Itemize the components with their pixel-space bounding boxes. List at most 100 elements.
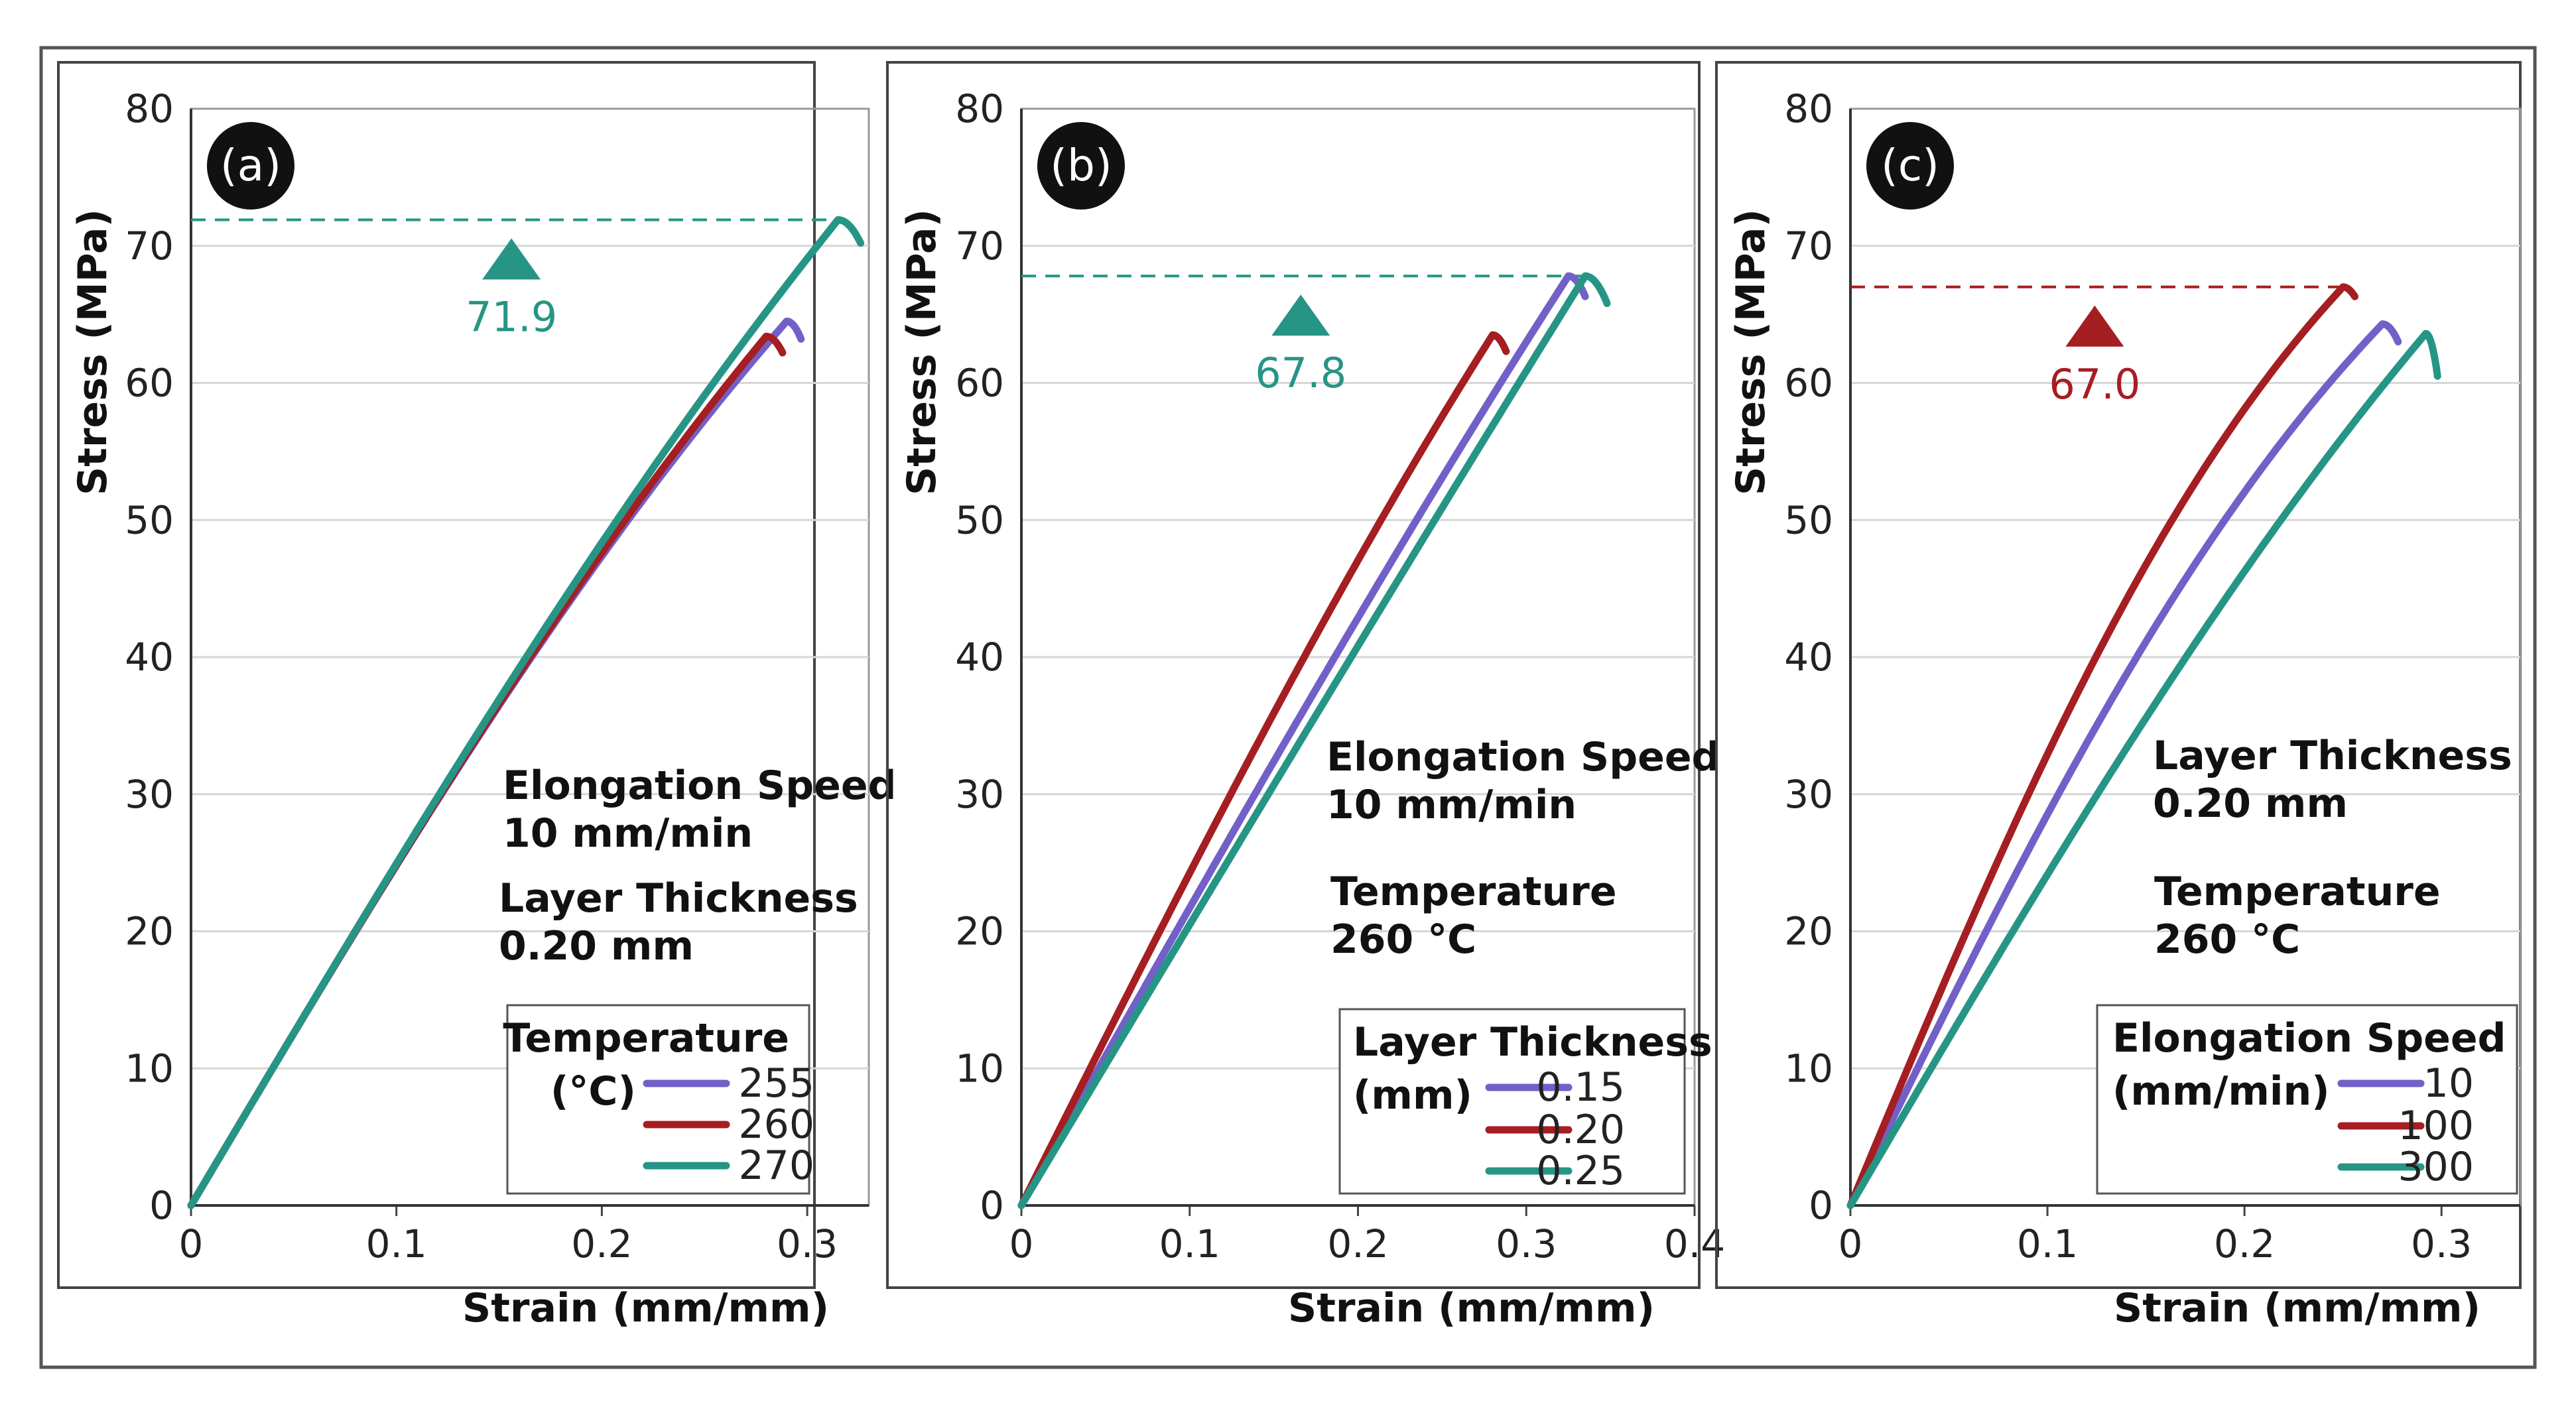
y-tick-label: 40 — [955, 635, 1004, 680]
y-tick-label: 10 — [1784, 1046, 1833, 1091]
y-axis-title: Stress (MPa) — [899, 209, 945, 495]
y-tick-label: 0 — [980, 1183, 1004, 1228]
x-tick-label: 0.3 — [2411, 1221, 2472, 1266]
x-axis-title: Strain (mm/mm) — [462, 1285, 829, 1331]
panel-frame — [57, 61, 816, 1289]
y-tick-label: 70 — [125, 223, 174, 269]
panels: 0 10 20 30 40 50 60 70 80 0 0.1 0.2 0.3 Stress (MPa) S… — [57, 61, 2522, 1331]
y-tick-label: 20 — [955, 909, 1004, 954]
legend-title-unit: (mm) — [1353, 1072, 1472, 1119]
y-tick-label: 70 — [1784, 223, 1833, 269]
x-tick-label: 0.2 — [1327, 1221, 1388, 1266]
y-tick-label: 30 — [125, 772, 174, 817]
y-tick-label: 60 — [125, 361, 174, 406]
x-tick-label: 0.1 — [1159, 1221, 1220, 1266]
annotation-text: 0.20 mm — [2153, 780, 2348, 827]
x-tick-label: 0.3 — [777, 1221, 838, 1266]
annotation-text: Layer Thickness — [2153, 733, 2512, 779]
annotation-text: 260 °C — [2154, 916, 2300, 963]
series-line-270 — [187, 216, 865, 1209]
legend-entry-label: 100 — [2398, 1103, 2474, 1149]
series-line-100 — [1846, 283, 2358, 1209]
annotation-text: Elongation Speed — [503, 763, 897, 809]
series-line-0-25 — [1017, 272, 1611, 1209]
y-tick-label: 30 — [955, 772, 1004, 817]
series-line-0-15 — [1017, 272, 1589, 1209]
x-axis-title: Strain (mm/mm) — [1288, 1285, 1655, 1331]
peak-value-label: 71.9 — [466, 292, 557, 341]
annotation-text: Elongation Speed — [1326, 734, 1720, 780]
panel-frame — [886, 61, 1701, 1289]
x-tick-label: 0.1 — [2017, 1221, 2078, 1266]
x-tick-label: 0 — [179, 1221, 204, 1266]
peak-value-label: 67.8 — [1255, 349, 1346, 397]
series-line-10 — [1846, 320, 2402, 1209]
peak-marker-triangle — [1271, 294, 1330, 336]
panel-b: 0 10 20 30 40 50 60 70 80 0 0.1 0.2 0.3 0.4 Stress (MP… — [886, 61, 1725, 1331]
annotation-text: Temperature — [2154, 869, 2441, 915]
legend-entry-label: 300 — [2398, 1144, 2474, 1190]
y-tick-label: 50 — [1784, 497, 1833, 542]
annotation-text: 260 °C — [1330, 916, 1476, 963]
y-tick-label: 50 — [955, 497, 1004, 542]
legend-entry-label: 255 — [738, 1060, 814, 1107]
y-tick-label: 10 — [125, 1046, 174, 1091]
legend-box — [2096, 1004, 2518, 1195]
y-tick-label: 0 — [1809, 1183, 1833, 1228]
peak-marker-triangle — [2065, 305, 2124, 347]
y-tick-label: 80 — [955, 86, 1004, 131]
x-tick-label: 0.4 — [1664, 1221, 1725, 1266]
y-tick-label: 50 — [125, 497, 174, 542]
y-tick-label: 80 — [125, 86, 174, 131]
y-tick-label: 60 — [1784, 361, 1833, 406]
legend-title-unit: (mm/min) — [2112, 1068, 2330, 1115]
x-tick-label: 0 — [1838, 1221, 1863, 1266]
legend-entry-label: 260 — [738, 1101, 814, 1148]
y-axis-title: Stress (MPa) — [70, 209, 116, 495]
x-tick-label: 0.2 — [571, 1221, 632, 1266]
y-tick-label: 40 — [1784, 635, 1833, 680]
legend-entry-label: 270 — [738, 1142, 814, 1189]
annotation-text: Layer Thickness — [499, 875, 858, 922]
x-axis-title: Strain (mm/mm) — [2114, 1285, 2480, 1331]
legend-entry-label: 0.25 — [1536, 1148, 1625, 1194]
panel-label: (a) — [220, 140, 281, 191]
y-tick-label: 10 — [955, 1046, 1004, 1091]
legend-title: Layer Thickness — [1353, 1019, 1712, 1066]
legend-box — [1338, 1008, 1686, 1195]
y-tick-label: 20 — [1784, 909, 1833, 954]
y-tick-label: 0 — [149, 1183, 174, 1228]
legend-entry-label: 10 — [2423, 1060, 2474, 1107]
y-tick-label: 80 — [1784, 86, 1833, 131]
panel-a: 0 10 20 30 40 50 60 70 80 0 0.1 0.2 0.3 Stress (MPa) S… — [57, 61, 897, 1331]
y-tick-label: 60 — [955, 361, 1004, 406]
y-tick-label: 40 — [125, 635, 174, 680]
panel-badge — [1037, 122, 1125, 210]
legend-title: Elongation Speed — [2112, 1015, 2506, 1062]
annotation-text: Temperature — [1330, 869, 1617, 915]
annotation-text: 10 mm/min — [1326, 782, 1577, 828]
x-tick-label: 0.2 — [2214, 1221, 2275, 1266]
annotation-text: 10 mm/min — [503, 810, 753, 857]
outer-frame — [39, 46, 2537, 1369]
panel-badge — [1866, 122, 1954, 210]
x-tick-label: 0.3 — [1496, 1221, 1557, 1266]
panel-label: (c) — [1881, 140, 1939, 191]
x-tick-label: 0.1 — [366, 1221, 427, 1266]
legend-title: Temperature — [503, 1015, 789, 1062]
legend-entry-label: 0.15 — [1536, 1064, 1625, 1111]
panel-badge — [207, 122, 294, 210]
y-tick-label: 30 — [1784, 772, 1833, 817]
panel-label: (b) — [1050, 140, 1112, 191]
series-line-0-20 — [1017, 331, 1510, 1209]
annotation-text: 0.20 mm — [499, 923, 694, 969]
legend-entry-label: 0.20 — [1536, 1107, 1625, 1153]
y-tick-label: 70 — [955, 223, 1004, 269]
peak-marker-triangle — [482, 238, 541, 280]
peak-value-label: 67.0 — [2049, 360, 2140, 408]
y-tick-label: 20 — [125, 909, 174, 954]
x-tick-label: 0 — [1009, 1221, 1034, 1266]
panel-c: 0 10 20 30 40 50 60 70 80 0 0.1 0.2 0.3 Stress (MPa) S… — [1715, 61, 2522, 1331]
legend-title-unit: (°C) — [550, 1068, 636, 1115]
